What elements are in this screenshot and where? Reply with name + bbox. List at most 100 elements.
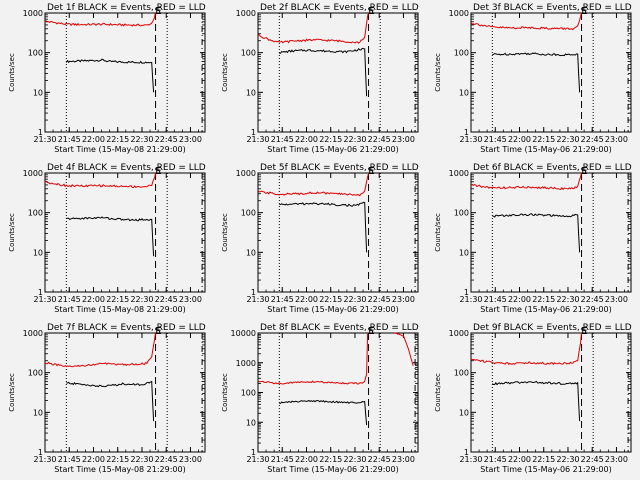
marker-s-label: S bbox=[368, 6, 374, 17]
plot-frame bbox=[470, 332, 632, 453]
y-axis-label: Counts/sec bbox=[8, 213, 16, 252]
lld-series-line bbox=[393, 332, 414, 366]
detector-chart: Det 5f BLACK = Events, RED = LLD 1 10 100 10… bbox=[221, 163, 419, 314]
marker-s-label: S bbox=[368, 326, 374, 337]
x-axis-label: Start Time (15-May-06 21:29:00) bbox=[267, 305, 398, 314]
y-tick-label: 1 bbox=[38, 128, 43, 137]
chart-title: Det 7f BLACK = Events, RED = LLD bbox=[47, 323, 206, 333]
x-tick-label: 21:30 bbox=[246, 135, 269, 144]
events-series-line bbox=[279, 201, 368, 253]
marker-e-label: E bbox=[581, 166, 587, 177]
x-tick-label: 23:00 bbox=[392, 295, 415, 304]
x-tick-label: 23:00 bbox=[179, 455, 202, 464]
marker-e-label: E bbox=[368, 166, 374, 177]
chart-title: Det 2f BLACK = Events, RED = LLD bbox=[260, 3, 419, 13]
marker-s-label: S bbox=[155, 6, 161, 17]
y-tick-label: 10000 bbox=[231, 329, 256, 338]
marker-s-label: S bbox=[155, 326, 161, 337]
x-tick-label: 22:45 bbox=[581, 295, 604, 304]
x-tick-label: 22:00 bbox=[295, 135, 318, 144]
x-tick-label: 22:00 bbox=[295, 295, 318, 304]
x-tick-label: 21:30 bbox=[459, 135, 482, 144]
x-tick-label: 21:30 bbox=[33, 295, 56, 304]
x-tick-label: 23:00 bbox=[605, 135, 628, 144]
detector-panel: Det 6f BLACK = Events, RED = LLD 1 10 100 10… bbox=[426, 160, 639, 320]
x-tick-label: 21:45 bbox=[58, 455, 81, 464]
events-series-line bbox=[492, 213, 581, 253]
detector-panel: Det 9f BLACK = Events, RED = LLD 1 10 100 10… bbox=[426, 320, 639, 480]
lld-series-line bbox=[44, 172, 156, 189]
y-axis-label: Counts/sec bbox=[221, 213, 229, 252]
x-tick-label: 22:30 bbox=[556, 295, 579, 304]
y-tick-label: 1000 bbox=[236, 359, 256, 368]
y-tick-label: 1000 bbox=[23, 9, 43, 18]
x-tick-label: 23:00 bbox=[392, 455, 415, 464]
y-axis-label: Counts/sec bbox=[8, 373, 16, 412]
y-axis-label: Counts/sec bbox=[8, 53, 16, 92]
y-axis-label: Counts/sec bbox=[434, 373, 442, 412]
lld-series-line bbox=[257, 332, 369, 385]
x-tick-label: 22:30 bbox=[556, 455, 579, 464]
x-tick-label: 21:45 bbox=[271, 455, 294, 464]
chart-title: Det 1f BLACK = Events, RED = LLD bbox=[47, 3, 206, 13]
y-tick-label: 100 bbox=[454, 49, 469, 58]
x-tick-label: 22:00 bbox=[82, 135, 105, 144]
y-tick-label: 1 bbox=[464, 288, 469, 297]
x-tick-label: 22:00 bbox=[82, 455, 105, 464]
events-series-line bbox=[492, 380, 581, 422]
x-tick-label: 22:30 bbox=[130, 135, 153, 144]
x-tick-label: 22:00 bbox=[508, 455, 531, 464]
x-tick-label: 21:30 bbox=[246, 295, 269, 304]
y-tick-label: 100 bbox=[454, 209, 469, 218]
detector-chart: Det 1f BLACK = Events, RED = LLD 1 10 100 10… bbox=[8, 3, 206, 154]
x-tick-label: 21:45 bbox=[484, 295, 507, 304]
x-axis-label: Start Time (15-May-08 21:29:00) bbox=[54, 145, 185, 154]
x-tick-label: 21:45 bbox=[484, 135, 507, 144]
y-axis-label: Counts/sec bbox=[434, 53, 442, 92]
x-tick-label: 22:15 bbox=[319, 455, 342, 464]
events-series-line bbox=[65, 58, 155, 93]
x-tick-label: 21:30 bbox=[246, 455, 269, 464]
chart-title: Det 6f BLACK = Events, RED = LLD bbox=[473, 163, 632, 173]
plot-frame bbox=[44, 332, 206, 453]
y-tick-label: 1 bbox=[38, 288, 43, 297]
y-tick-label: 1 bbox=[251, 448, 256, 457]
y-tick-label: 1 bbox=[464, 128, 469, 137]
x-tick-label: 23:00 bbox=[605, 455, 628, 464]
detector-panel: Det 5f BLACK = Events, RED = LLD 1 10 100 10… bbox=[213, 160, 426, 320]
y-tick-label: 100 bbox=[28, 369, 43, 378]
x-tick-label: 22:00 bbox=[508, 295, 531, 304]
chart-title: Det 4f BLACK = Events, RED = LLD bbox=[47, 163, 206, 173]
lld-series-line bbox=[44, 12, 156, 27]
x-axis-label: Start Time (15-May-06 21:29:00) bbox=[480, 305, 611, 314]
detector-chart: Det 9f BLACK = Events, RED = LLD 1 10 100 10… bbox=[434, 323, 632, 474]
x-tick-label: 22:00 bbox=[295, 455, 318, 464]
lld-series-line bbox=[257, 12, 369, 44]
events-series-line bbox=[279, 47, 368, 97]
x-axis-label: Start Time (15-May-06 21:29:00) bbox=[480, 145, 611, 154]
events-series-line bbox=[66, 380, 155, 422]
detector-chart: Det 8f BLACK = Events, RED = LLD 1 10 100 10… bbox=[221, 323, 419, 474]
marker-e-label: E bbox=[155, 326, 161, 337]
y-tick-label: 10 bbox=[246, 248, 256, 257]
x-axis-label: Start Time (15-May-06 21:29:00) bbox=[267, 145, 398, 154]
y-tick-label: 100 bbox=[241, 389, 256, 398]
x-tick-label: 22:30 bbox=[343, 295, 366, 304]
plot-frame bbox=[470, 172, 632, 293]
x-tick-label: 22:30 bbox=[343, 455, 366, 464]
plot-frame bbox=[44, 172, 206, 293]
x-tick-label: 21:30 bbox=[33, 455, 56, 464]
detector-panel: Det 1f BLACK = Events, RED = LLD 1 10 100 10… bbox=[0, 0, 213, 160]
events-series-line bbox=[66, 216, 155, 257]
lld-series-line bbox=[257, 172, 369, 197]
x-tick-label: 22:15 bbox=[319, 295, 342, 304]
detector-panel: Det 3f BLACK = Events, RED = LLD 1 10 100 10… bbox=[426, 0, 639, 160]
x-tick-label: 22:45 bbox=[155, 455, 178, 464]
y-tick-label: 100 bbox=[28, 209, 43, 218]
x-tick-label: 22:15 bbox=[319, 135, 342, 144]
y-axis-label: Counts/sec bbox=[221, 373, 229, 412]
x-tick-label: 22:15 bbox=[106, 135, 129, 144]
x-tick-label: 22:00 bbox=[508, 135, 531, 144]
y-tick-label: 1000 bbox=[23, 329, 43, 338]
